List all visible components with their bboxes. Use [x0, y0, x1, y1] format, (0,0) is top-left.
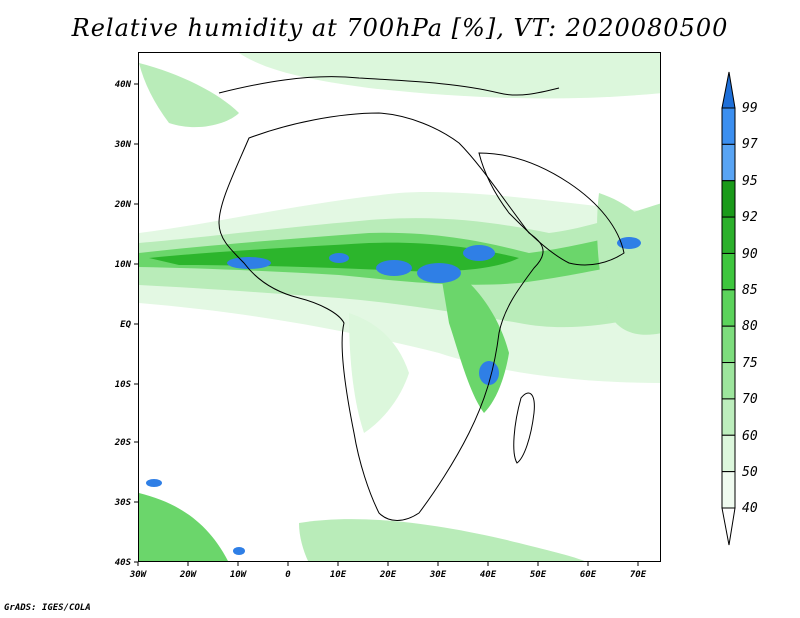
lon-label: 30E — [429, 570, 447, 580]
lat-label: 10S — [115, 380, 132, 390]
rh-nw-pale — [139, 63, 239, 128]
lon-label: 60E — [580, 570, 597, 580]
lon-label: 20W — [179, 570, 198, 580]
colorbar-bottom-arrow — [721, 507, 736, 546]
colorbar-label: 70 — [742, 392, 758, 407]
lat-label: 10N — [115, 260, 132, 270]
colorbar-swatch — [721, 180, 736, 218]
map-title: Relative humidity at 700hPa [%], VT: 202… — [71, 14, 729, 42]
colorbar-label: 80 — [742, 319, 758, 334]
colorbar-label: 90 — [742, 247, 758, 262]
colorbar: 99 97 95 92 90 85 80 75 70 60 50 40 — [721, 71, 758, 546]
lat-label: EQ — [120, 320, 131, 330]
lat-label: 40S — [115, 558, 132, 568]
lat-label: 20S — [114, 438, 132, 448]
lat-label: 40N — [115, 80, 132, 90]
colorbar-swatches — [721, 107, 736, 509]
lat-label: 30S — [114, 498, 132, 508]
colorbar-label: 99 — [742, 101, 758, 116]
colorbar-swatch — [721, 362, 736, 400]
rh-blue-patches — [146, 237, 641, 555]
colorbar-swatch — [721, 143, 736, 182]
lon-label: 50E — [530, 570, 547, 580]
colorbar-label: 95 — [742, 174, 758, 189]
rh-sw-ocean — [139, 493, 228, 561]
lon-label: 30W — [129, 570, 148, 580]
lon-label: 10E — [330, 570, 347, 580]
colorbar-label: 40 — [742, 501, 758, 516]
humidity-field — [139, 53, 660, 561]
lon-label: 10W — [230, 570, 248, 580]
europe-coastline — [218, 76, 560, 96]
lon-label: 0 — [285, 570, 291, 580]
humidity-shading — [139, 53, 660, 561]
colorbar-swatch — [721, 289, 736, 327]
colorbar-top-arrow — [721, 71, 736, 109]
humidity-map — [138, 52, 661, 562]
colorbar-label: 92 — [742, 210, 758, 225]
arabia-coastline — [478, 152, 625, 266]
colorbar-swatch — [721, 252, 736, 291]
lon-label: 20E — [379, 570, 397, 580]
coastlines — [218, 76, 625, 521]
lat-labels: 40N 30N 20N 10N EQ 10S 20S 30S 40S — [114, 80, 132, 568]
colorbar-label: 75 — [742, 356, 758, 371]
rh-north-pale — [239, 53, 660, 99]
rh-central-light — [349, 313, 409, 433]
colorbar-swatch — [721, 434, 736, 473]
colorbar-label: 85 — [742, 283, 758, 298]
lon-label: 40E — [480, 570, 497, 580]
africa-coastline — [218, 112, 544, 521]
colorbar-label: 50 — [742, 465, 758, 480]
credit-text: GrADS: IGES/COLA — [4, 603, 91, 613]
rh-south-ocean — [299, 519, 585, 561]
colorbar-swatch — [721, 325, 736, 364]
colorbar-label: 97 — [742, 137, 758, 152]
colorbar-labels: 99 97 95 92 90 85 80 75 70 60 50 40 — [742, 101, 758, 516]
lat-label: 30N — [114, 140, 132, 150]
colorbar-swatch — [721, 398, 736, 436]
colorbar-swatch — [721, 107, 736, 145]
lat-label: 20N — [114, 200, 132, 210]
lon-labels: 30W 20W 10W 0 10E 20E 30E 40E 50E 60E 70… — [129, 570, 647, 580]
colorbar-swatch — [721, 471, 736, 509]
rh-ocean-ne — [597, 193, 660, 335]
colorbar-swatch — [721, 216, 736, 254]
lon-label: 70E — [630, 570, 647, 580]
colorbar-label: 60 — [742, 429, 758, 444]
madagascar-coastline — [513, 392, 535, 464]
lon-ticks — [137, 562, 639, 566]
